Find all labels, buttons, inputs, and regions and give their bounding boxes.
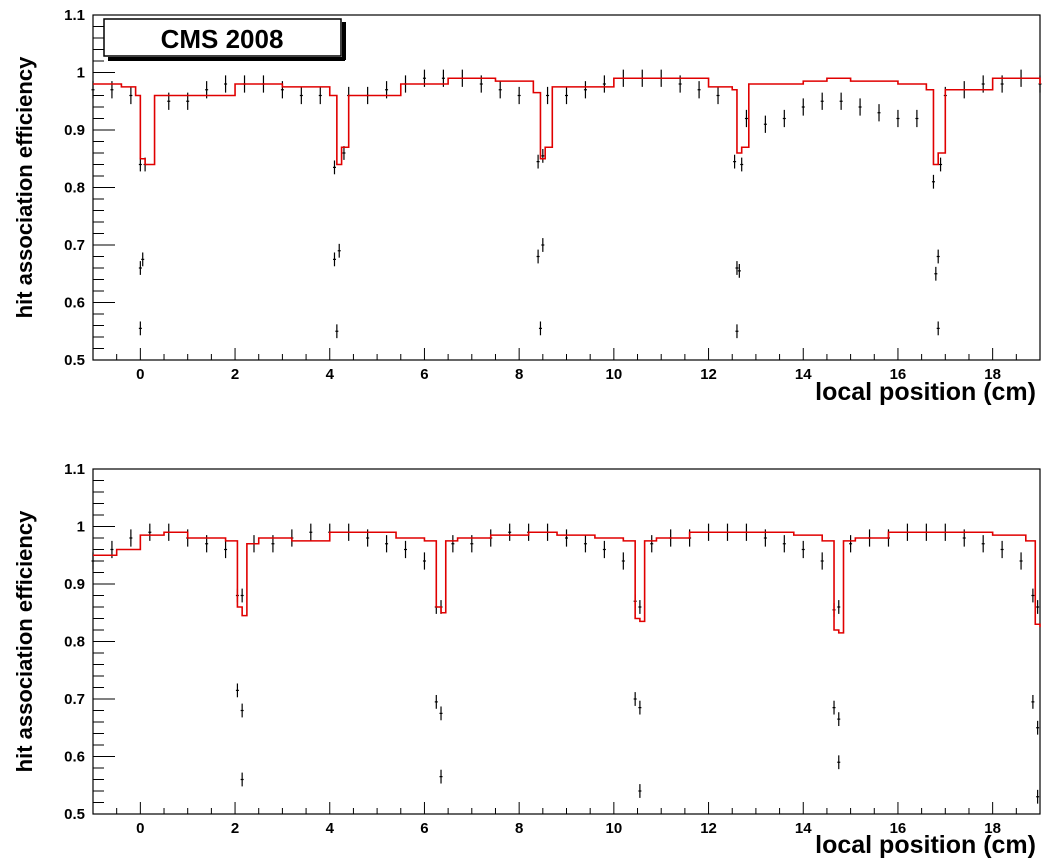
- plot-frame: [92, 14, 1041, 361]
- top-chart-panel: 0 2 4 6 8 10 12 14 16 18 0.5 0.6 0.7 0.8 0.9 1 1.1 local …: [12, 7, 1042, 406]
- x-tick-label: 16: [890, 366, 907, 383]
- x-tick-label: 8: [515, 366, 523, 383]
- y-tick-label: 1.1: [64, 461, 85, 478]
- x-tick-label: 0: [136, 820, 144, 837]
- y-tick-label: 0.6: [64, 749, 85, 766]
- y-tick-label: 0.6: [64, 295, 85, 312]
- y-axis-title: hit association efficiency: [12, 56, 37, 318]
- x-tick-label: 14: [795, 366, 812, 383]
- y-axis-title: hit association efficiency: [12, 510, 37, 772]
- x-tick-label: 10: [606, 820, 623, 837]
- cms-banner: CMS 2008: [103, 18, 346, 61]
- y-tick-label: 0.9: [64, 576, 85, 593]
- y-tick-label: 0.8: [64, 180, 85, 197]
- y-tick-label: 0.8: [64, 634, 85, 651]
- y-tick-label: 1: [77, 65, 85, 82]
- y-tick-label: 0.9: [64, 122, 85, 139]
- x-tick-label: 6: [420, 820, 428, 837]
- x-tick-label: 18: [984, 366, 1001, 383]
- x-tick-label: 4: [326, 820, 335, 837]
- plot-frame: [92, 468, 1041, 815]
- x-tick-label: 4: [326, 366, 335, 383]
- x-tick-label: 14: [795, 820, 812, 837]
- x-tick-label: 2: [231, 366, 239, 383]
- y-tick-label: 0.7: [64, 691, 85, 708]
- x-tick-label: 12: [700, 366, 717, 383]
- simulation-histogram: [93, 531, 1041, 634]
- x-tick-label: 18: [984, 820, 1001, 837]
- x-axis-title: local position (cm): [815, 831, 1036, 858]
- y-tick-label: 1.1: [64, 7, 85, 24]
- x-tick-label: 6: [420, 366, 428, 383]
- x-tick-label: 12: [700, 820, 717, 837]
- y-tick-label: 1: [77, 519, 85, 536]
- banner-box: [103, 18, 342, 57]
- bottom-chart-panel: 0 2 4 6 8 10 12 14 16 18 0.5 0.6 0.7 0.8 0.9 1 1.1 local …: [12, 461, 1041, 858]
- x-tick-label: 8: [515, 820, 523, 837]
- x-tick-label: 16: [890, 820, 907, 837]
- x-tick-label: 0: [136, 366, 144, 383]
- x-axis-title: local position (cm): [815, 378, 1036, 406]
- x-tick-label: 10: [606, 366, 623, 383]
- banner-label: CMS 2008: [161, 24, 284, 54]
- x-tick-label: 2: [231, 820, 239, 837]
- y-tick-label: 0.5: [64, 352, 85, 369]
- y-tick-label: 0.5: [64, 806, 85, 823]
- simulation-histogram: [93, 77, 1041, 166]
- y-tick-label: 0.7: [64, 237, 85, 254]
